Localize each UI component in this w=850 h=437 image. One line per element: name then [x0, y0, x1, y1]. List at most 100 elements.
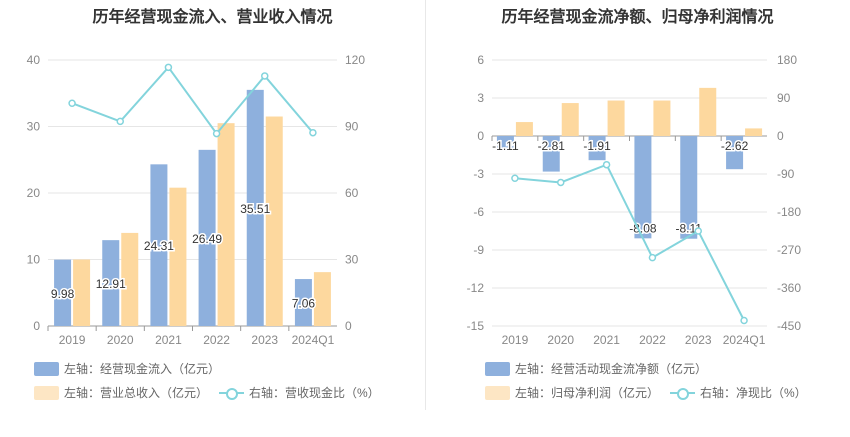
y-right-tick-label: 120	[345, 53, 365, 67]
ratio-point	[261, 72, 269, 80]
right-chart-panel: 历年经营现金流净额、归母净利润情况 -15 -450 -12 -360 -9 -270 -6…	[425, 0, 850, 437]
legend-swatch-blue	[34, 361, 59, 376]
y-left-tick-label: -3	[473, 167, 484, 181]
right-legend-item-netflow[interactable]: 左轴：经营活动现金流净额（亿元）	[485, 360, 707, 377]
x-tick-label: 2022	[639, 333, 666, 347]
y-left-tick-label: 0	[33, 319, 40, 333]
panel-divider	[425, 0, 426, 410]
legend-label: 右轴：净现比（%）	[700, 386, 807, 400]
bar-primary	[198, 149, 216, 326]
bar-primary	[246, 89, 264, 327]
data-label: -2.81	[538, 139, 566, 153]
y-left-tick-label: 20	[27, 186, 41, 200]
bar-secondary	[515, 122, 533, 136]
ratio-point	[602, 160, 611, 169]
x-tick-label: 2020	[547, 333, 574, 347]
right-legend-item-profit[interactable]: 左轴：归母净利润（亿元）	[485, 384, 659, 401]
x-tick-label: 2024Q1	[292, 333, 335, 347]
y-right-tick-label: 90	[777, 91, 791, 105]
x-tick-label: 2023	[685, 333, 712, 347]
left-chart-panel: 历年经营现金流入、营业收入情况 0 0 10 30 20 60 30 90 40 120 2019 2…	[27, 9, 380, 401]
bar-secondary	[217, 123, 235, 326]
bar-secondary	[607, 100, 625, 136]
bar-secondary	[169, 187, 187, 326]
left-legend-item-inflow[interactable]: 左轴：经营现金流入（亿元）	[34, 360, 220, 377]
y-right-tick-label: 180	[777, 53, 797, 67]
data-label: 35.51	[240, 202, 270, 216]
legend-label: 左轴：归母净利润（亿元）	[515, 386, 660, 400]
y-right-tick-label: -90	[777, 167, 795, 181]
bar-secondary	[745, 128, 763, 136]
bar-secondary	[561, 103, 579, 136]
bar-secondary	[653, 100, 671, 136]
bar-primary	[680, 136, 698, 239]
y-left-tick-label: 3	[477, 91, 484, 105]
x-tick-label: 2022	[203, 333, 230, 347]
bar-primary	[588, 136, 606, 161]
y-right-tick-label: 30	[345, 253, 359, 267]
bar-secondary	[121, 232, 139, 326]
data-label: 12.91	[96, 277, 126, 291]
legend-label: 右轴：营收现金比（%）	[249, 386, 380, 400]
y-right-tick-label: 60	[345, 186, 359, 200]
y-left-tick-label: -15	[467, 319, 485, 333]
y-right-tick-label: 0	[777, 129, 784, 143]
bar-primary	[150, 164, 168, 326]
y-left-tick-label: 30	[27, 120, 41, 134]
left-legend-item-ratio[interactable]: 右轴：营收现金比（%）	[219, 384, 380, 401]
y-left-tick-label: -9	[473, 243, 484, 257]
bar-primary	[102, 240, 120, 326]
bar-secondary	[699, 87, 717, 136]
x-tick-label: 2024Q1	[723, 333, 766, 347]
data-label: 9.98	[51, 287, 75, 301]
y-left-tick-label: 0	[477, 129, 484, 143]
left-legend-item-revenue[interactable]: 左轴：营业总收入（亿元）	[34, 384, 208, 401]
x-tick-label: 2021	[593, 333, 620, 347]
bar-primary	[54, 259, 72, 326]
y-right-tick-label: -180	[777, 205, 801, 219]
y-right-tick-label: -450	[777, 319, 801, 333]
ratio-point	[116, 117, 124, 126]
ratio-point	[740, 316, 748, 325]
data-label: -1.91	[583, 139, 611, 153]
ratio-line	[514, 163, 745, 321]
bar-secondary	[73, 259, 91, 326]
y-right-tick-label: -360	[777, 281, 801, 295]
data-label: -2.62	[721, 139, 749, 153]
data-label: 26.49	[192, 232, 222, 246]
legend-label: 左轴：经营活动现金流净额（亿元）	[515, 362, 708, 376]
right-chart-title: 历年经营现金流净额、归母净利润情况	[501, 9, 774, 26]
bar-primary	[726, 136, 744, 170]
legend-line-marker-icon	[219, 386, 244, 400]
right-legend-item-ratio[interactable]: 右轴：净现比（%）	[670, 384, 807, 401]
data-label: -8.08	[629, 221, 657, 235]
data-label: -1.11	[492, 139, 519, 153]
x-tick-label: 2021	[155, 333, 182, 347]
y-right-tick-label: 0	[345, 319, 352, 333]
bar-secondary	[265, 116, 283, 327]
y-left-tick-label: 40	[27, 53, 41, 67]
data-label: 24.31	[144, 239, 174, 253]
ratio-point	[648, 253, 657, 262]
x-tick-label: 2020	[107, 333, 134, 347]
x-tick-label: 2019	[502, 333, 529, 347]
y-right-tick-label: -270	[777, 243, 801, 257]
y-left-tick-label: -12	[467, 281, 485, 295]
bar-secondary	[313, 272, 331, 326]
y-left-tick-label: 10	[27, 253, 41, 267]
ratio-line	[71, 65, 314, 136]
right-chart-svg: -15 -450 -12 -360 -9 -270 -6 -180 -3 -90 0 0 3 90 6 180…	[467, 53, 802, 347]
left-chart-title: 历年经营现金流入、营业收入情况	[92, 9, 333, 26]
ratio-point	[164, 63, 173, 72]
bar-primary	[496, 136, 514, 151]
legend-swatch-blue	[485, 361, 510, 376]
legend-line-marker-icon	[670, 386, 695, 400]
bar-primary	[634, 136, 652, 239]
ratio-point	[694, 227, 702, 235]
x-tick-label: 2019	[59, 333, 86, 347]
ratio-point	[557, 178, 565, 187]
left-chart-svg: 0 0 10 30 20 60 30 90 40 120 2019 2020 2021 2022 2023 2…	[27, 53, 366, 347]
bar-primary	[294, 279, 312, 326]
ratio-point	[212, 129, 221, 138]
